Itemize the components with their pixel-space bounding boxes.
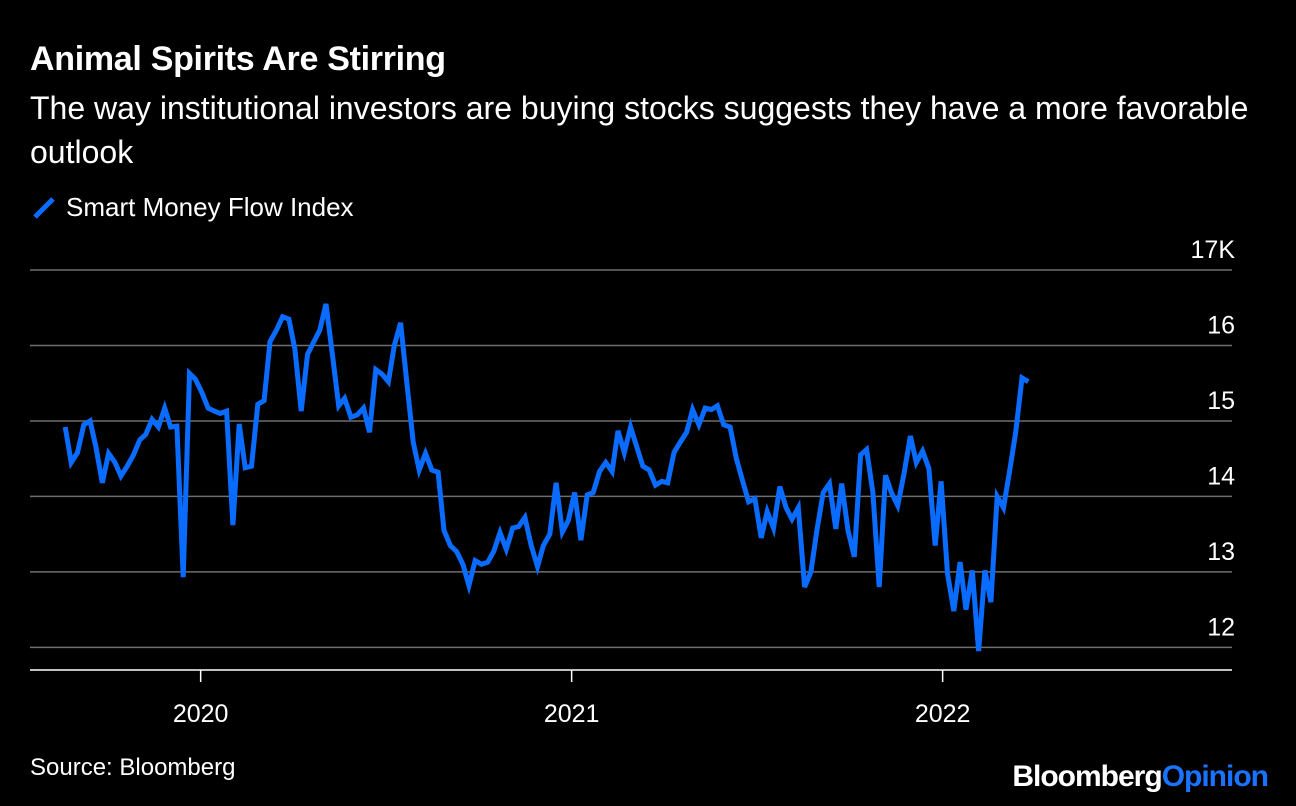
x-tick-label-2022: 2022: [915, 700, 971, 728]
brand-logo: BloombergOpinion: [1012, 760, 1269, 794]
y-tick-label-12: 12: [1207, 613, 1235, 641]
legend: Smart Money Flow Index: [30, 192, 354, 223]
chart-title: Animal Spirits Are Stirring: [30, 40, 446, 78]
y-tick-label-17K: 17K: [1191, 236, 1236, 264]
brand-secondary: Opinion: [1161, 760, 1269, 793]
legend-swatch-icon: [33, 196, 55, 219]
y-tick-label-14: 14: [1207, 462, 1235, 490]
legend-label: Smart Money Flow Index: [66, 192, 354, 222]
series-line-0: [62, 303, 1030, 652]
source-note: Source: Bloomberg: [30, 754, 236, 781]
y-tick-label-15: 15: [1207, 387, 1235, 415]
y-tick-label-13: 13: [1207, 538, 1235, 566]
brand-primary: Bloomberg: [1012, 760, 1162, 793]
x-tick-label-2020: 2020: [173, 700, 229, 728]
chart-subtitle: The way institutional investors are buyi…: [30, 90, 1249, 170]
y-tick-label-16: 16: [1207, 311, 1235, 339]
x-tick-label-2021: 2021: [544, 700, 600, 728]
